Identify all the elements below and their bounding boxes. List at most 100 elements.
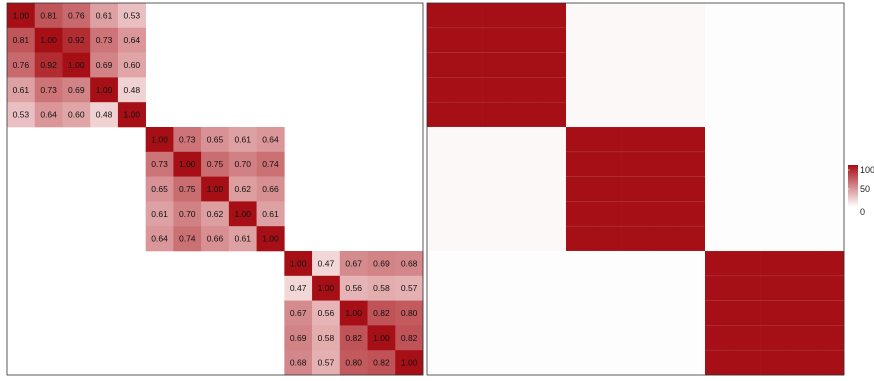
cell-value-label: 0.70 xyxy=(179,209,196,219)
heatmap-cell xyxy=(482,151,511,177)
heatmap-cell xyxy=(90,27,119,53)
heatmap-cell xyxy=(816,201,845,227)
cell-value-label: 0.73 xyxy=(179,134,196,144)
heatmap-cell xyxy=(788,350,817,376)
heatmap-cell xyxy=(788,52,817,78)
heatmap-cell xyxy=(816,350,845,376)
heatmap-cell xyxy=(677,226,706,252)
cell-value-label: 0.61 xyxy=(96,10,113,20)
heatmap-cell xyxy=(538,77,567,103)
heatmap-cell xyxy=(705,151,734,177)
heatmap-cell xyxy=(649,52,678,78)
heatmap-cell xyxy=(284,300,313,326)
cell-value-label: 0.62 xyxy=(234,184,251,194)
heatmap-cell xyxy=(395,251,424,277)
cell-value-label: 0.61 xyxy=(13,85,30,95)
heatmap-cell xyxy=(705,350,734,376)
cell-value-label: 1.00 xyxy=(40,35,57,45)
heatmap-cell xyxy=(621,251,650,277)
cell-value-label: 1.00 xyxy=(13,10,30,20)
cell-value-label: 0.70 xyxy=(234,159,251,169)
cell-value-label: 0.69 xyxy=(290,333,307,343)
cell-value-label: 0.56 xyxy=(318,308,335,318)
heatmap-cell xyxy=(34,52,63,78)
cell-value-label: 0.81 xyxy=(13,35,30,45)
heatmap-cell xyxy=(677,102,706,128)
heatmap-cell xyxy=(454,226,483,252)
heatmap-cell xyxy=(427,151,456,177)
cell-value-label: 0.53 xyxy=(124,10,141,20)
heatmap-cell xyxy=(256,201,285,227)
heatmap-cell xyxy=(256,176,285,202)
cell-value-label: 0.64 xyxy=(124,35,141,45)
cell-value-label: 0.92 xyxy=(40,60,57,70)
heatmap-cell xyxy=(649,251,678,277)
heatmap-cell xyxy=(732,300,761,326)
cell-value-label: 1.00 xyxy=(151,134,168,144)
cell-value-label: 0.57 xyxy=(318,358,335,368)
heatmap-cell xyxy=(367,325,396,351)
heatmap-cell xyxy=(677,77,706,103)
heatmap-cell xyxy=(593,52,622,78)
heatmap-cell xyxy=(649,151,678,177)
heatmap-cell xyxy=(760,77,789,103)
cell-value-label: 0.56 xyxy=(345,283,362,293)
heatmap-cell xyxy=(454,127,483,153)
cell-value-label: 0.74 xyxy=(179,234,196,244)
heatmap-cell xyxy=(677,251,706,277)
heatmap-cell xyxy=(593,201,622,227)
heatmap-cell xyxy=(339,300,368,326)
heatmap-cell xyxy=(816,102,845,128)
cell-value-label: 0.65 xyxy=(151,184,168,194)
cell-value-label: 0.64 xyxy=(40,110,57,120)
heatmap-cell xyxy=(7,77,36,103)
heatmap-cell xyxy=(566,325,595,351)
heatmap-cell xyxy=(427,325,456,351)
cell-value-label: 0.60 xyxy=(68,110,85,120)
cell-value-label: 0.66 xyxy=(207,234,224,244)
cell-value-label: 0.68 xyxy=(401,258,418,268)
heatmap-cell xyxy=(677,275,706,301)
correlation-heatmap-panel: 1.00 0.81 0.76 0.61 0.53 0.81 1.00 0.92 0.73 0.64… xyxy=(6,2,424,376)
cell-value-label: 0.47 xyxy=(290,283,307,293)
heatmap-cell xyxy=(482,201,511,227)
heatmap-cell xyxy=(228,151,257,177)
heatmap-cell xyxy=(510,151,539,177)
cell-value-label: 0.75 xyxy=(207,159,224,169)
heatmap-cell xyxy=(510,176,539,202)
heatmap-cell xyxy=(228,127,257,153)
heatmap-cell xyxy=(649,325,678,351)
heatmap-cell xyxy=(201,226,230,252)
heatmap-cell xyxy=(816,325,845,351)
cell-value-label: 0.53 xyxy=(13,110,30,120)
heatmap-cell xyxy=(566,3,595,29)
heatmap-cell xyxy=(760,251,789,277)
heatmap-cell xyxy=(677,52,706,78)
heatmap-cell xyxy=(284,325,313,351)
heatmap-cell xyxy=(510,226,539,252)
heatmap-cell xyxy=(788,151,817,177)
heatmap-cell xyxy=(312,300,341,326)
heatmap-cell xyxy=(538,300,567,326)
heatmap-cell xyxy=(732,77,761,103)
heatmap-cell xyxy=(339,350,368,376)
heatmap-cell xyxy=(367,350,396,376)
heatmap-cell xyxy=(649,226,678,252)
heatmap-cell xyxy=(677,3,706,29)
heatmap-cell xyxy=(705,201,734,227)
heatmap-cell xyxy=(145,176,174,202)
heatmap-cell xyxy=(510,350,539,376)
heatmap-cell xyxy=(510,52,539,78)
heatmap-cell xyxy=(732,102,761,128)
heatmap-cell xyxy=(538,176,567,202)
heatmap-cell xyxy=(454,102,483,128)
heatmap-cell xyxy=(117,3,146,29)
heatmap-cell xyxy=(621,201,650,227)
heatmap-cell xyxy=(760,127,789,153)
heatmap-cell xyxy=(454,201,483,227)
cell-value-label: 1.00 xyxy=(179,159,196,169)
heatmap-cell xyxy=(732,27,761,53)
heatmap-cell xyxy=(593,226,622,252)
heatmap-cell xyxy=(454,300,483,326)
heatmap-cell xyxy=(677,176,706,202)
